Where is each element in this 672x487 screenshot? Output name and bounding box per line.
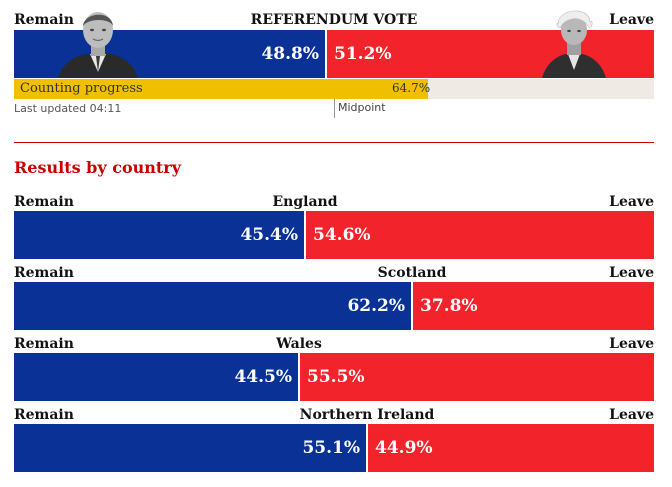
leave-value-label: 37.8% bbox=[420, 296, 478, 316]
remain-value-label: 44.5% bbox=[234, 367, 292, 387]
leave-label: Leave bbox=[609, 407, 654, 423]
last-updated-text: Last updated 04:11 bbox=[14, 102, 122, 115]
leave-value-label: 55.5% bbox=[307, 367, 365, 387]
country-bar: 45.4% 54.6% bbox=[14, 211, 654, 259]
remain-label: Remain bbox=[14, 265, 74, 281]
remain-value-label: 62.2% bbox=[347, 296, 405, 316]
leave-header-label: Leave bbox=[609, 12, 654, 28]
leave-value-label: 51.2% bbox=[334, 44, 392, 64]
remain-bar bbox=[14, 211, 304, 259]
country-name: Northern Ireland bbox=[299, 407, 435, 423]
section-title: Results by country bbox=[14, 158, 182, 177]
leave-bar bbox=[368, 424, 654, 472]
section-divider bbox=[14, 142, 654, 143]
leave-value-label: 54.6% bbox=[313, 225, 371, 245]
referendum-vote-bar: 48.8% 51.2% bbox=[14, 30, 654, 78]
remain-value-label: 48.8% bbox=[261, 44, 319, 64]
remain-label: Remain bbox=[14, 407, 74, 423]
leave-bar bbox=[300, 353, 654, 401]
leave-bar bbox=[306, 211, 654, 259]
remain-bar bbox=[14, 424, 366, 472]
country-bar: 44.5% 55.5% bbox=[14, 353, 654, 401]
country-bar: 55.1% 44.9% bbox=[14, 424, 654, 472]
chart-title: REFERENDUM VOTE bbox=[250, 12, 418, 28]
country-name: England bbox=[272, 194, 338, 210]
remain-bar bbox=[14, 353, 298, 401]
remain-label: Remain bbox=[14, 194, 74, 210]
country-name: Wales bbox=[276, 336, 322, 352]
country-bar: 62.2% 37.8% bbox=[14, 282, 654, 330]
counting-progress-fill bbox=[14, 79, 428, 99]
country-name: Scotland bbox=[377, 265, 447, 281]
remain-label: Remain bbox=[14, 336, 74, 352]
remain-value-label: 55.1% bbox=[302, 438, 360, 458]
remain-header-label: Remain bbox=[14, 12, 74, 28]
leave-label: Leave bbox=[609, 194, 654, 210]
counting-progress-bar: Counting progress 64.7% bbox=[14, 79, 654, 99]
counting-progress-label: Counting progress bbox=[20, 81, 143, 96]
leave-value-label: 44.9% bbox=[375, 438, 433, 458]
midpoint-marker bbox=[334, 99, 335, 118]
counting-progress-value: 64.7% bbox=[392, 81, 431, 95]
remain-bar bbox=[14, 282, 411, 330]
leave-bar bbox=[413, 282, 654, 330]
leave-label: Leave bbox=[609, 265, 654, 281]
midpoint-label: Midpoint bbox=[338, 101, 386, 114]
remain-value-label: 45.4% bbox=[240, 225, 298, 245]
leave-label: Leave bbox=[609, 336, 654, 352]
